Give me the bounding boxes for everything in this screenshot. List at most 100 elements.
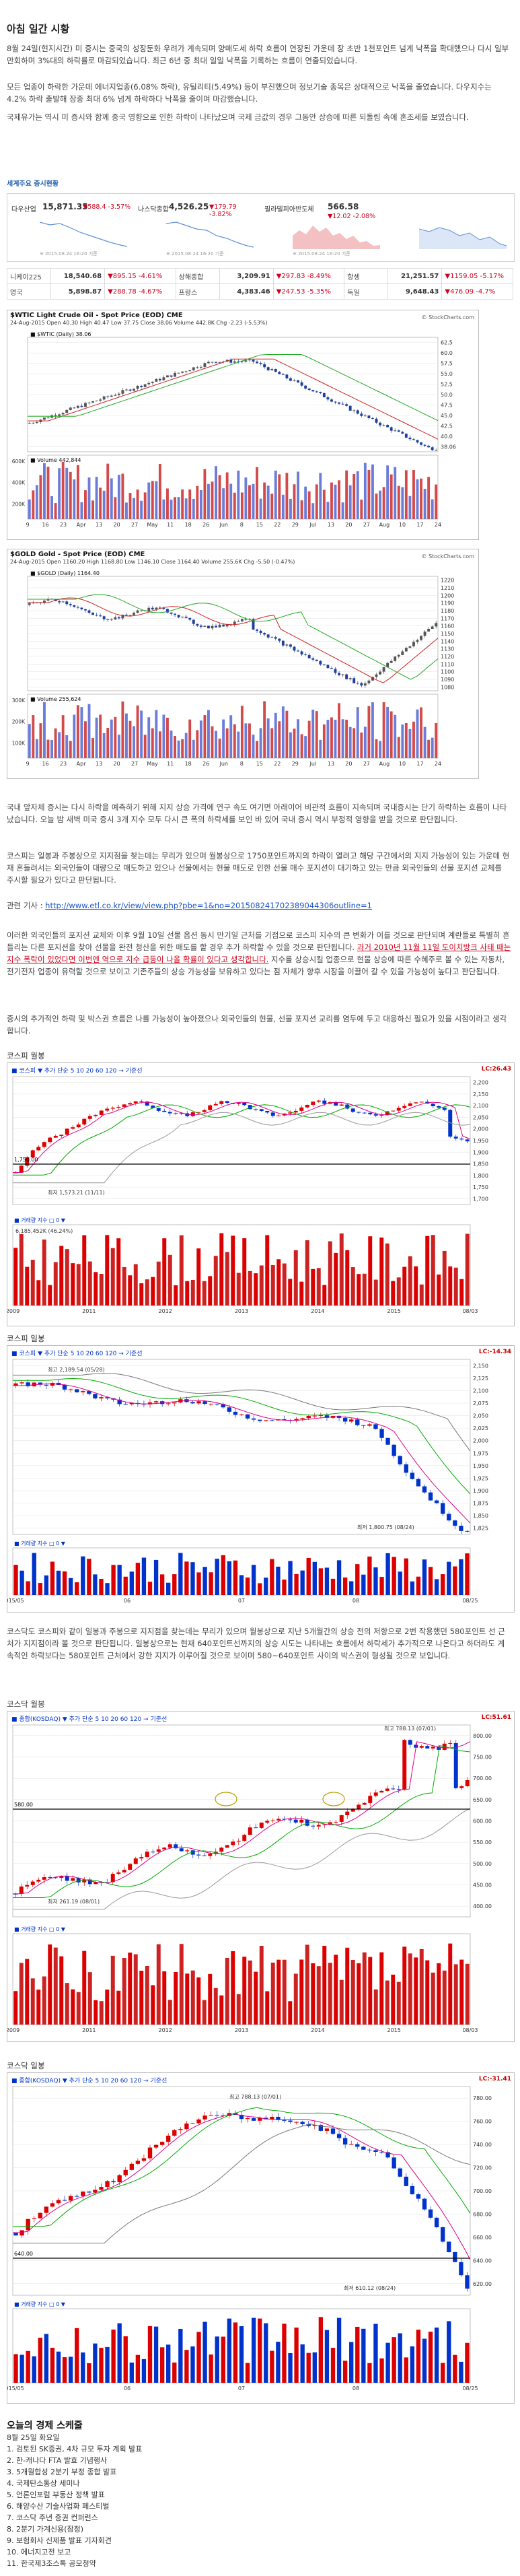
y-tick-label: 45.0	[441, 413, 453, 419]
candle-body	[322, 1100, 327, 1104]
volume-bar	[297, 719, 299, 758]
candle-body	[270, 368, 274, 371]
volume-bar	[141, 1557, 147, 1595]
volume-bar	[259, 728, 262, 758]
volume-bar	[334, 1252, 338, 1306]
candle-body	[305, 1104, 309, 1108]
sparkline	[293, 226, 380, 249]
candle-body	[48, 1877, 52, 1878]
y-tick-label: 47.5	[441, 402, 453, 408]
volume-bar	[289, 732, 292, 758]
volume-bar	[453, 2354, 457, 2383]
volume-bar	[73, 714, 76, 758]
volume-bar	[404, 1558, 408, 1595]
candle-body	[128, 1103, 133, 1105]
volume-bar	[416, 709, 419, 758]
market-extra[interactable]	[387, 194, 513, 261]
table-cell: ▼247.53 -5.35%	[272, 283, 345, 300]
volume-bar	[345, 1250, 350, 1306]
candle-body	[218, 362, 221, 363]
volume-bar	[211, 726, 214, 758]
market-sox[interactable]: 필라델피아반도체 566.58 ▼12.02 -2.08% ※ 2015.08.…	[260, 194, 386, 261]
candle-body	[58, 601, 61, 603]
schedule-item: 8. 2분기 가계신용(잠정)	[7, 2525, 84, 2534]
candle-body	[311, 1825, 315, 1827]
volume-bar	[258, 2318, 262, 2383]
y-tick-label: 1120	[441, 654, 454, 660]
candle-body	[190, 1402, 195, 1404]
candle-body	[71, 1878, 75, 1881]
volume-bar	[263, 482, 266, 519]
candle-body	[373, 1424, 378, 1429]
candle-body	[416, 440, 419, 443]
volume-bar	[312, 2352, 317, 2383]
candle-body	[420, 636, 422, 640]
candle-body	[360, 413, 363, 416]
volume-bar	[270, 1264, 275, 1306]
x-tick-label: Jun	[219, 522, 228, 528]
candle-body	[125, 389, 128, 391]
schedule-item: 9. 보험회사 신제품 발표 기자회견	[7, 2536, 112, 2545]
y-tick-label: 1200	[441, 592, 454, 599]
volume-bar	[19, 1963, 24, 2025]
candle-body	[44, 2206, 49, 2213]
volume-bar	[379, 1952, 384, 2025]
volume-bar	[318, 1568, 324, 1595]
candle-body	[75, 2196, 79, 2197]
volume-bar	[394, 467, 397, 519]
candle-body	[386, 663, 389, 667]
volume-bar	[373, 1567, 378, 1595]
volume-bar	[360, 732, 363, 758]
candle-body	[299, 1107, 304, 1111]
volume-bar	[91, 500, 94, 519]
volume-bar	[61, 715, 65, 758]
volume-bar	[404, 723, 408, 758]
y-tick-label: 1210	[441, 585, 454, 591]
highlight-circle	[322, 1792, 345, 1806]
candle-body	[448, 1110, 453, 1137]
volume-bar	[373, 1989, 378, 2025]
candle-body	[190, 1112, 195, 1116]
volume-bar	[218, 738, 221, 758]
volume-bar	[196, 2332, 201, 2383]
x-tick-label: 17	[416, 522, 423, 528]
candle-body	[254, 1109, 258, 1110]
volume-bar	[319, 473, 322, 519]
y-tick-label: 52.5	[441, 382, 453, 388]
volume-bar	[248, 1960, 252, 2025]
volume-bar	[13, 1565, 18, 1595]
volume-bar	[177, 740, 180, 758]
volume-bar	[397, 485, 400, 519]
volume-bar	[453, 1267, 458, 1306]
candle-body	[69, 407, 72, 410]
candle-body	[379, 2152, 384, 2153]
volume-bar	[19, 1233, 24, 1306]
market-caption: ※ 2015.08.24 16:20 기준	[40, 251, 98, 257]
volume-bar	[315, 711, 318, 758]
market-nasdaq[interactable]: 나스닥종합 4,526.25 ▼179.79 -3.82% ※ 2015.08.…	[134, 194, 260, 261]
x-tick-label: Jul	[309, 761, 317, 767]
y-tick-label: 60.0	[441, 350, 453, 356]
volume-bar	[338, 480, 340, 519]
volume-bar	[367, 469, 371, 519]
candle-body	[133, 388, 135, 391]
x-tick-label: 24	[435, 761, 441, 767]
related-link[interactable]: http://www.etl.co.kr/view/view.php?pbe=1…	[45, 901, 372, 910]
volume-bar	[385, 1980, 389, 2025]
volume-bar	[203, 469, 207, 519]
candle-body	[341, 403, 344, 405]
volume-bar	[76, 465, 79, 519]
volume-bar	[221, 2336, 225, 2383]
candle-body	[348, 678, 352, 679]
candle-body	[352, 678, 356, 683]
volume-bar	[345, 1947, 350, 2025]
volume-bar	[71, 1989, 75, 2025]
candle-body	[362, 1802, 367, 1805]
volume-bar	[166, 488, 169, 519]
volume-bar	[99, 2001, 104, 2025]
candle-body	[178, 2129, 183, 2130]
candle-body	[434, 1500, 439, 1503]
candle-body	[42, 1877, 46, 1880]
volume-bar	[53, 1262, 58, 1306]
market-dow[interactable]: 다우산업 15,871.35 ▼588.4 -3.57% ※ 2015.08.2…	[7, 194, 133, 261]
